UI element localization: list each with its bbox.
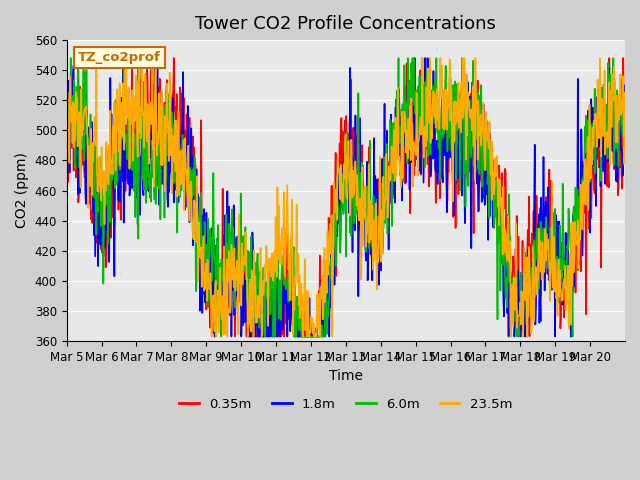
0.35m [136,55,143,61]
1.8m [211,334,218,339]
6.0m [595,92,602,97]
1.8m [90,203,97,208]
0.35m [621,124,629,130]
1.8m [296,300,303,306]
Line: 1.8m: 1.8m [67,58,625,336]
X-axis label: Time: Time [329,369,363,384]
Y-axis label: CO2 (ppm): CO2 (ppm) [15,153,29,228]
1.8m [63,113,70,119]
23.5m [208,334,216,339]
Title: Tower CO2 Profile Concentrations: Tower CO2 Profile Concentrations [195,15,496,33]
23.5m [63,139,70,145]
6.0m [167,115,175,121]
6.0m [67,55,75,61]
Line: 23.5m: 23.5m [67,58,625,336]
23.5m [296,273,303,279]
23.5m [621,115,629,121]
6.0m [603,101,611,107]
Line: 0.35m: 0.35m [67,58,625,336]
6.0m [90,177,98,182]
6.0m [63,112,70,118]
1.8m [393,148,401,154]
0.35m [595,100,602,106]
Line: 6.0m: 6.0m [67,58,625,336]
Legend: 0.35m, 1.8m, 6.0m, 23.5m: 0.35m, 1.8m, 6.0m, 23.5m [174,393,518,416]
6.0m [296,327,303,333]
0.35m [296,324,303,330]
0.35m [603,183,611,189]
23.5m [90,146,97,152]
23.5m [93,55,100,61]
1.8m [152,55,159,61]
6.0m [621,120,629,125]
23.5m [595,120,602,126]
1.8m [603,122,611,128]
1.8m [621,83,629,88]
0.35m [393,120,401,126]
6.0m [217,334,225,339]
6.0m [393,88,401,94]
23.5m [393,138,401,144]
0.35m [167,116,175,121]
0.35m [90,215,97,221]
1.8m [595,90,602,96]
0.35m [63,101,70,107]
Text: TZ_co2prof: TZ_co2prof [78,51,161,64]
0.35m [231,334,239,339]
23.5m [167,152,175,158]
1.8m [167,155,175,160]
23.5m [603,129,611,135]
